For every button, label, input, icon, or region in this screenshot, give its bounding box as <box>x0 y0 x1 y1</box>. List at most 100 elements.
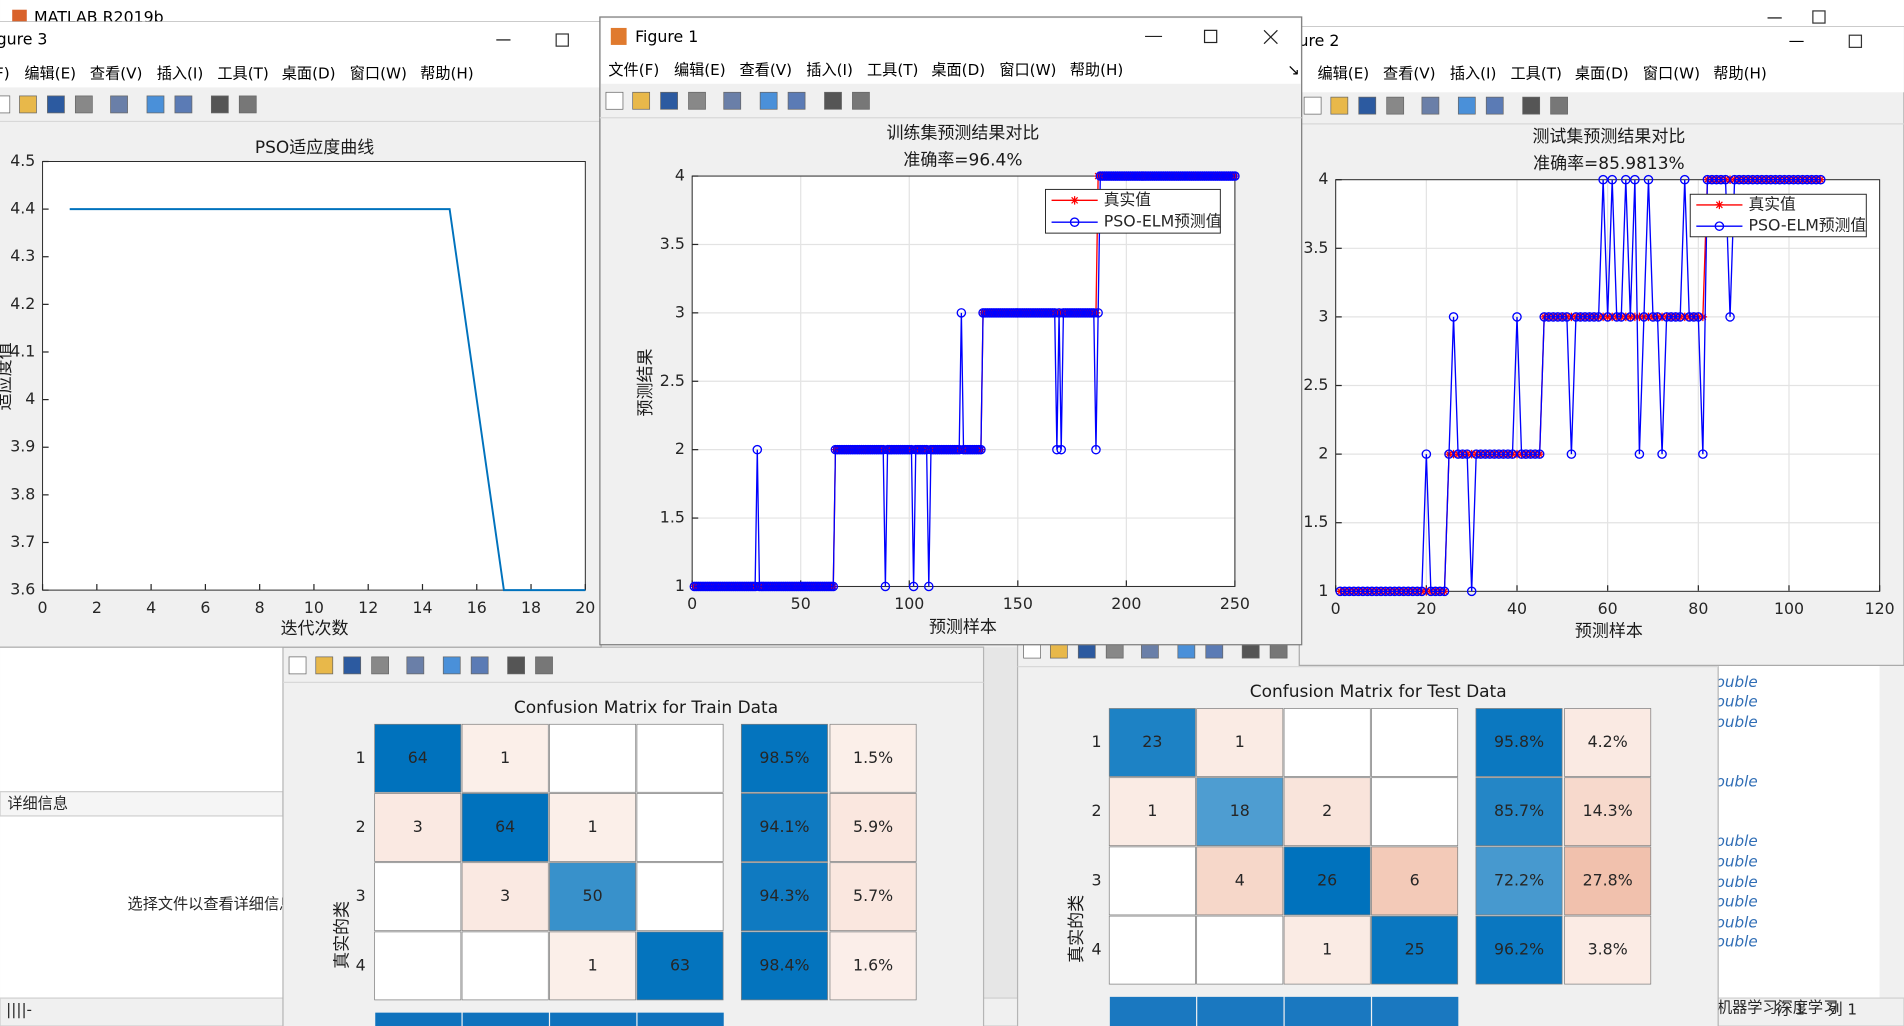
menu-item[interactable]: 桌面(D) <box>282 65 336 83</box>
x-tick-label: 16 <box>467 598 487 617</box>
menu-item[interactable]: 文件(F) <box>0 65 10 83</box>
toolbar-button[interactable] <box>1330 96 1349 115</box>
menu-item[interactable]: 工具(T) <box>867 61 918 79</box>
marker <box>1634 449 1645 459</box>
toolbar-button[interactable] <box>824 91 842 110</box>
summary-cell <box>1564 777 1652 847</box>
y-tick-label: 3 <box>675 302 685 321</box>
menu-item[interactable]: 插入(I) <box>1450 65 1497 83</box>
matrix-cell <box>1108 846 1196 916</box>
menu-item[interactable]: 帮助(H) <box>420 65 474 83</box>
matrix-cell <box>636 723 724 793</box>
toolbar-button[interactable] <box>238 95 257 114</box>
toolbar-button[interactable] <box>605 91 624 110</box>
y-tick-label: 4 <box>1318 169 1328 188</box>
dock-arrow[interactable]: ↘ <box>1287 61 1300 79</box>
toolbar-button[interactable] <box>688 91 706 110</box>
menu-item[interactable]: 工具(T) <box>1511 65 1562 83</box>
toolbar-button[interactable] <box>1457 96 1476 115</box>
row-label: 3 <box>1091 870 1101 889</box>
toolbar-button[interactable] <box>660 91 678 110</box>
menu-item[interactable]: 窗口(W) <box>1643 65 1700 83</box>
toolbar-button[interactable] <box>1421 96 1440 115</box>
workspace-type: double <box>1706 692 1758 710</box>
column-summary-cell <box>375 1012 462 1026</box>
close-button[interactable] <box>1263 29 1278 45</box>
toolbar-button[interactable] <box>723 91 742 110</box>
plot-title: PSO适应度曲线 <box>255 138 374 158</box>
summary-label: 98.4% <box>759 955 809 974</box>
matrix-cell <box>636 931 724 1001</box>
toolbar-button[interactable] <box>470 656 489 675</box>
marker <box>1471 449 1482 459</box>
toolbar-button[interactable] <box>0 95 11 114</box>
maximize-button[interactable] <box>555 33 569 47</box>
toolbar-button[interactable] <box>146 95 165 114</box>
toolbar-button[interactable] <box>315 656 334 675</box>
column-summary-cell <box>550 1012 637 1026</box>
toolbar-button[interactable] <box>110 95 128 114</box>
menu-item[interactable]: 查看(V) <box>740 61 793 79</box>
y-tick-label: 3.9 <box>10 437 35 456</box>
toolbar-button[interactable] <box>210 95 229 114</box>
workspace-type: double <box>1706 853 1758 871</box>
toolbar-button[interactable] <box>1485 96 1504 115</box>
toolbar-button[interactable] <box>371 656 389 675</box>
marker <box>1625 312 1636 322</box>
y-tick-label: 1.5 <box>660 508 685 527</box>
workspace-type: double <box>1706 913 1758 931</box>
marker <box>1052 444 1062 455</box>
toolbar-button[interactable] <box>787 91 806 110</box>
maximize-button[interactable] <box>1848 34 1863 48</box>
menu-item[interactable]: 编辑(E) <box>1317 65 1369 83</box>
menu-item[interactable]: 帮助(H) <box>1070 61 1124 79</box>
maximize-button[interactable] <box>1203 29 1218 44</box>
minimize-button[interactable]: — <box>1789 31 1805 50</box>
toolbar-button[interactable] <box>74 95 93 114</box>
minimize-button[interactable]: — <box>495 30 511 49</box>
menu-item[interactable]: 插入(I) <box>806 61 853 79</box>
toolbar-button[interactable] <box>1550 96 1568 115</box>
scrollbar[interactable] <box>1879 647 1904 1000</box>
menu-item[interactable]: 桌面(D) <box>1575 65 1629 83</box>
marker <box>1353 586 1364 597</box>
menu-item[interactable]: 桌面(D) <box>931 61 985 79</box>
menu-item[interactable]: 查看(V) <box>1383 65 1436 83</box>
toolbar-button[interactable] <box>632 91 651 110</box>
y-axis-label: 真实的类 <box>332 901 352 969</box>
menu-item[interactable]: 编辑(E) <box>24 65 76 83</box>
toolbar-button[interactable] <box>343 656 362 675</box>
toolbar-button[interactable] <box>507 656 525 675</box>
minimize-button[interactable]: — <box>1767 8 1783 27</box>
toolbar-button[interactable] <box>19 95 37 114</box>
toolbar-button[interactable] <box>759 91 778 110</box>
summary-label: 5.7% <box>853 886 893 905</box>
y-tick-label: 2 <box>675 439 685 458</box>
marker <box>956 308 967 318</box>
menu-item[interactable]: 查看(V) <box>90 65 143 83</box>
menu-item[interactable]: 工具(T) <box>217 65 268 83</box>
marker <box>1503 449 1513 459</box>
toolbar-button[interactable] <box>406 656 425 675</box>
toolbar-button[interactable] <box>288 656 307 675</box>
y-tick-label: 4.1 <box>10 341 35 360</box>
marker <box>1775 174 1785 185</box>
menu-item[interactable]: 编辑(E) <box>674 61 726 79</box>
cell-value: 64 <box>495 817 515 836</box>
menu-item[interactable]: 帮助(H) <box>1713 65 1767 83</box>
toolbar-button[interactable] <box>535 656 553 675</box>
toolbar-button[interactable] <box>174 95 193 114</box>
toolbar-button[interactable] <box>852 91 870 110</box>
menu-item[interactable]: 窗口(W) <box>350 65 407 83</box>
toolbar-button[interactable] <box>1358 96 1377 115</box>
toolbar-button[interactable] <box>1386 96 1405 115</box>
maximize-button[interactable] <box>1812 10 1826 24</box>
menu-item[interactable]: 窗口(W) <box>999 61 1056 79</box>
toolbar-button[interactable] <box>1303 96 1322 115</box>
menu-item[interactable]: 插入(I) <box>157 65 204 83</box>
toolbar-button[interactable] <box>442 656 461 675</box>
toolbar-button[interactable] <box>47 95 65 114</box>
cell-value: 25 <box>1405 940 1425 959</box>
toolbar-button[interactable] <box>1522 96 1541 115</box>
menu-item[interactable]: 文件(F) <box>608 61 659 79</box>
